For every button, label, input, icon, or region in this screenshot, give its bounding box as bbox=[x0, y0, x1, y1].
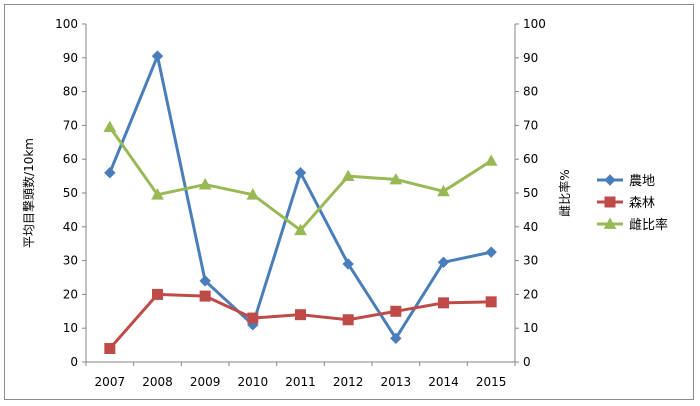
x-tick-label: 2009 bbox=[190, 375, 221, 389]
y-tick-label-left: 20 bbox=[63, 287, 78, 301]
y-tick-label-left: 80 bbox=[63, 85, 78, 99]
data-point-series-2 bbox=[485, 296, 497, 308]
y-tick-label-left: 90 bbox=[63, 51, 78, 65]
x-tick-label: 2011 bbox=[285, 375, 316, 389]
y-tick-label-right: 50 bbox=[523, 186, 538, 200]
y-tick-label-left: 30 bbox=[63, 254, 78, 268]
y-tick-label-right: 100 bbox=[523, 17, 546, 31]
y-tick-label-right: 80 bbox=[523, 85, 538, 99]
y-tick-label-right: 60 bbox=[523, 152, 538, 166]
legend-swatch-marker bbox=[604, 196, 616, 208]
x-tick-label: 2010 bbox=[238, 375, 269, 389]
x-tick-label: 2007 bbox=[95, 375, 126, 389]
data-point-series-3 bbox=[198, 178, 212, 190]
data-point-series-2 bbox=[390, 305, 402, 317]
data-point-series-3 bbox=[389, 172, 403, 185]
legend-swatch-marker bbox=[603, 217, 617, 229]
axes-group: 0 10 20 30 40 50 60 70 80 90 100 0 10 20 30 40 50 60 70 80 9… bbox=[21, 17, 572, 389]
data-point-series-2 bbox=[295, 309, 306, 321]
data-point-series-3 bbox=[103, 120, 117, 132]
data-point-series-2 bbox=[438, 297, 449, 309]
y-tick-label-right: 0 bbox=[523, 355, 531, 369]
data-point-series-2 bbox=[152, 288, 163, 300]
y-tick-label-right: 20 bbox=[523, 287, 538, 301]
data-point-series-3 bbox=[294, 223, 307, 236]
y-tick-label-right: 30 bbox=[523, 254, 538, 268]
y-tick-label-left: 10 bbox=[63, 321, 78, 335]
y-tick-label-left: 100 bbox=[55, 17, 78, 31]
data-point-series-3 bbox=[246, 188, 260, 200]
data-point-series-2 bbox=[104, 342, 116, 354]
legend-label: 森林 bbox=[629, 196, 655, 211]
data-point-series-3 bbox=[437, 184, 450, 197]
series-lines bbox=[108, 54, 492, 350]
y-tick-label-left: 60 bbox=[63, 152, 78, 166]
data-point-series-1 bbox=[199, 275, 211, 287]
data-point-series-1 bbox=[437, 256, 450, 268]
x-tick-label: 2008 bbox=[142, 375, 173, 389]
y-tick-label-right: 70 bbox=[523, 118, 538, 132]
data-point-series-3 bbox=[484, 154, 498, 166]
legend-swatch-marker bbox=[604, 174, 616, 186]
data-point-series-3 bbox=[341, 169, 355, 181]
data-point-series-1 bbox=[294, 167, 307, 179]
legend-label: 農地 bbox=[629, 174, 655, 189]
legend-label: 雌比率 bbox=[629, 217, 668, 233]
chart-frame bbox=[4, 4, 694, 400]
data-point-series-2 bbox=[342, 314, 354, 326]
data-point-series-2 bbox=[199, 290, 211, 302]
series-line-2 bbox=[108, 292, 492, 350]
x-tick-label: 2015 bbox=[476, 375, 507, 389]
y-axis-title-right: 雌比率% bbox=[557, 169, 572, 216]
y-tick-label-right: 10 bbox=[523, 321, 538, 335]
y-tick-label-right: 90 bbox=[523, 51, 538, 65]
y-tick-label-left: 40 bbox=[63, 220, 78, 234]
y-axis-title-left: 平均目撃頭数/10km bbox=[21, 138, 36, 248]
y-tick-label-left: 0 bbox=[70, 355, 78, 369]
data-point-series-1 bbox=[485, 246, 497, 258]
y-tick-label-right: 40 bbox=[523, 220, 538, 234]
data-point-series-2 bbox=[247, 312, 259, 324]
x-tick-label: 2013 bbox=[381, 375, 412, 389]
data-point-series-1 bbox=[151, 50, 164, 62]
series-line-3 bbox=[108, 126, 492, 232]
data-point-series-1 bbox=[342, 258, 354, 270]
y-tick-label-left: 70 bbox=[63, 118, 78, 132]
x-tick-label: 2012 bbox=[333, 375, 364, 389]
series-markers bbox=[103, 50, 498, 354]
data-point-series-3 bbox=[151, 188, 164, 200]
data-point-series-1 bbox=[104, 167, 116, 179]
x-tick-label: 2014 bbox=[428, 375, 459, 389]
y-tick-label-left: 50 bbox=[63, 186, 78, 200]
data-point-series-1 bbox=[390, 332, 402, 345]
